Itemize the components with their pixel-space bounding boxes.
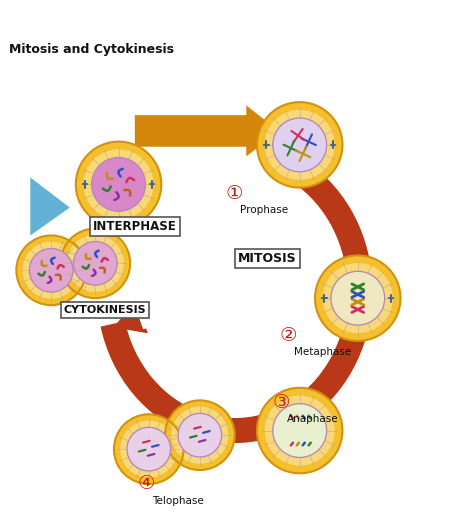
Circle shape xyxy=(91,156,146,212)
Circle shape xyxy=(177,412,222,458)
Circle shape xyxy=(171,407,228,464)
Circle shape xyxy=(264,110,335,180)
Text: INTERPHASE: INTERPHASE xyxy=(93,219,177,233)
Circle shape xyxy=(126,427,172,472)
Text: ③: ③ xyxy=(273,393,290,412)
Circle shape xyxy=(83,149,154,219)
Circle shape xyxy=(178,413,222,457)
Circle shape xyxy=(76,142,161,227)
Text: Metaphase: Metaphase xyxy=(294,347,351,357)
Circle shape xyxy=(23,242,80,299)
Polygon shape xyxy=(30,178,70,235)
Circle shape xyxy=(73,241,118,286)
Circle shape xyxy=(331,271,385,325)
Circle shape xyxy=(16,235,86,305)
Circle shape xyxy=(28,248,74,293)
Circle shape xyxy=(73,242,117,285)
Circle shape xyxy=(61,228,130,298)
Circle shape xyxy=(91,157,146,211)
Circle shape xyxy=(264,395,335,465)
Text: Prophase: Prophase xyxy=(240,205,288,215)
Circle shape xyxy=(114,414,183,484)
Text: MITOSIS: MITOSIS xyxy=(238,252,297,265)
Circle shape xyxy=(120,421,177,478)
Circle shape xyxy=(323,263,393,333)
Circle shape xyxy=(257,102,342,188)
Circle shape xyxy=(272,403,328,458)
Circle shape xyxy=(29,249,73,292)
Circle shape xyxy=(273,404,327,457)
Text: Telophase: Telophase xyxy=(152,496,204,506)
Text: Anaphase: Anaphase xyxy=(287,414,338,425)
Circle shape xyxy=(67,235,124,292)
Text: ①: ① xyxy=(226,184,244,203)
Circle shape xyxy=(330,270,385,326)
Text: CYTOKINESIS: CYTOKINESIS xyxy=(64,305,146,315)
Circle shape xyxy=(273,118,327,172)
Text: ④: ④ xyxy=(137,474,155,493)
Circle shape xyxy=(165,400,235,470)
Circle shape xyxy=(315,255,401,341)
Text: Mitosis and Cytokinesis: Mitosis and Cytokinesis xyxy=(9,43,174,56)
Circle shape xyxy=(257,388,342,473)
FancyArrow shape xyxy=(135,105,279,156)
Circle shape xyxy=(127,427,171,471)
Text: ②: ② xyxy=(279,326,297,345)
Circle shape xyxy=(272,117,328,173)
FancyArrow shape xyxy=(114,301,148,333)
